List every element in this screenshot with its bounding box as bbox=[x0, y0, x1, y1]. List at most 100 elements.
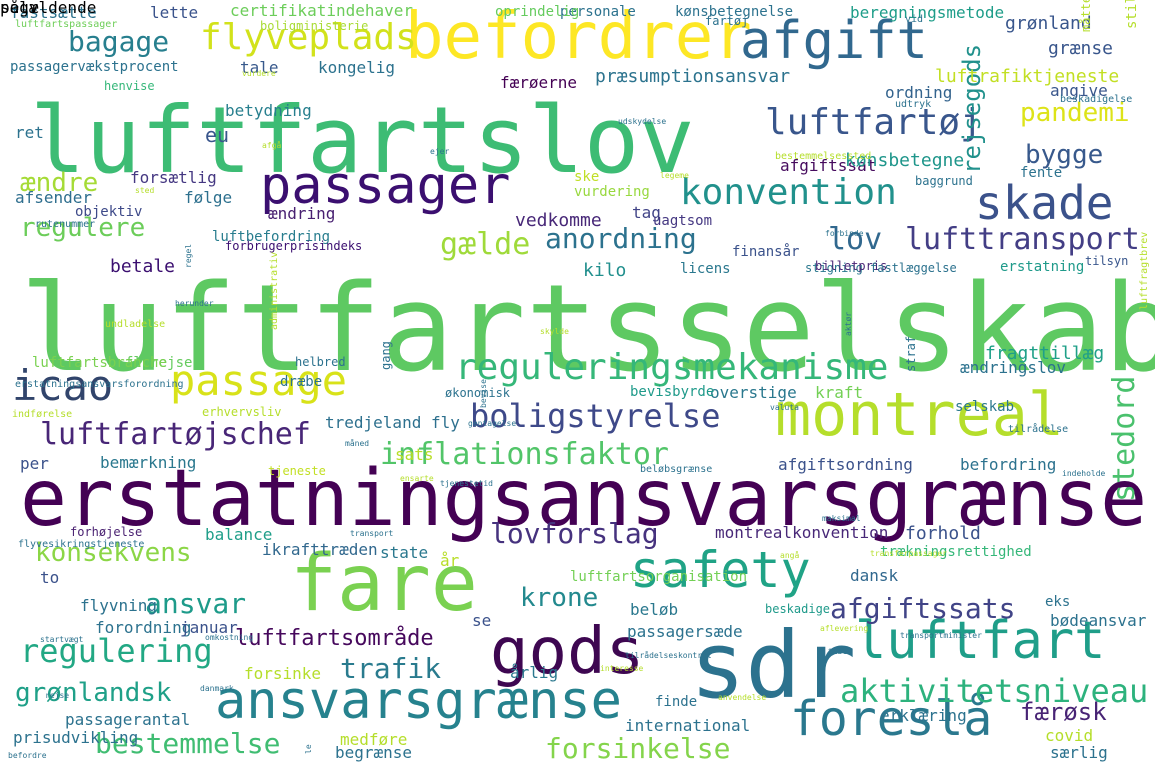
word: helbred bbox=[295, 355, 346, 369]
word: international bbox=[625, 716, 751, 735]
word: stigning bbox=[805, 261, 863, 275]
word: to bbox=[40, 568, 60, 587]
word: lette bbox=[150, 3, 199, 22]
word: icao bbox=[12, 361, 114, 410]
word: eu bbox=[205, 123, 230, 147]
word: trækningsrettighed bbox=[880, 544, 1032, 560]
word: selv bbox=[0, 0, 39, 17]
word: vid bbox=[905, 14, 924, 25]
word: fartøj bbox=[705, 14, 749, 28]
word: færøerne bbox=[500, 73, 578, 92]
word: tilrådelseskontrol bbox=[625, 651, 712, 660]
word: forbrugerprisindeks bbox=[225, 239, 363, 253]
word: passage bbox=[170, 356, 348, 405]
word: bygge bbox=[1025, 140, 1104, 170]
word: sats bbox=[395, 445, 434, 464]
word: forsinkelse bbox=[545, 732, 731, 765]
word: udskydelse bbox=[618, 117, 667, 126]
word: år bbox=[440, 551, 460, 570]
word: følge bbox=[184, 188, 233, 207]
word: luftfartslov bbox=[30, 87, 695, 194]
word: ansvar bbox=[145, 587, 247, 620]
word: pandemi bbox=[1020, 98, 1130, 128]
word: passagerantal bbox=[65, 710, 191, 729]
word: gods bbox=[490, 615, 645, 689]
word: dansk bbox=[850, 566, 899, 585]
word: aktør bbox=[844, 311, 853, 336]
word: beskadigelse bbox=[1060, 94, 1133, 105]
word: bagage bbox=[68, 25, 170, 58]
word: luftrafiktjeneste bbox=[935, 66, 1120, 87]
word: luftbefordring bbox=[212, 229, 331, 245]
word: boligstyrelse bbox=[470, 397, 721, 435]
word: erstatningsansvarsgrænse bbox=[20, 454, 1148, 544]
word: le bbox=[304, 744, 313, 754]
word: forhøjelse bbox=[70, 525, 143, 539]
word: beløbsgrænse bbox=[640, 464, 713, 475]
word: baggrund bbox=[915, 174, 973, 188]
word: overstige bbox=[710, 383, 797, 402]
word: luftfartsområde bbox=[235, 626, 434, 651]
word: grønlandsk bbox=[15, 678, 172, 708]
word: måned bbox=[345, 439, 370, 448]
word: bestemmelsessted bbox=[775, 151, 872, 162]
word: afgiftssat bbox=[780, 156, 877, 175]
word: oprindelig bbox=[495, 4, 580, 20]
word: forordning bbox=[95, 618, 192, 637]
word: luftfartøj bbox=[765, 102, 982, 143]
word: foreslå bbox=[790, 691, 993, 747]
word: anordning bbox=[545, 222, 697, 255]
word: skade bbox=[975, 176, 1114, 230]
word: stillingsbetegnelse bbox=[1124, 0, 1140, 29]
word: interesse bbox=[600, 664, 644, 673]
word: certifikatindehaver bbox=[230, 1, 414, 20]
word: ske bbox=[574, 169, 600, 185]
word: konsekvens bbox=[35, 538, 192, 568]
word: regel bbox=[184, 243, 193, 268]
word: krone bbox=[520, 583, 599, 613]
word: maksimal bbox=[822, 514, 861, 523]
word: fente bbox=[1020, 165, 1063, 181]
word: måtte bbox=[1079, 0, 1093, 32]
word: vurdere bbox=[242, 69, 276, 78]
word: valuta bbox=[770, 403, 799, 412]
word: stedord bbox=[1107, 375, 1142, 502]
word: gang bbox=[379, 341, 393, 370]
word: safety bbox=[630, 541, 811, 599]
word: lufttransport bbox=[905, 222, 1140, 257]
word: undladelse bbox=[105, 319, 166, 330]
word: henvise bbox=[104, 79, 155, 93]
word: finansår bbox=[732, 244, 800, 260]
word: ansvarsgrænse bbox=[215, 671, 622, 731]
word: bestemmelse bbox=[95, 727, 281, 760]
word: luftfragtbrev bbox=[1139, 231, 1150, 310]
word: vedkomme bbox=[515, 210, 602, 231]
word: færøsk bbox=[1020, 698, 1107, 726]
word: betale bbox=[110, 256, 176, 277]
word: bevise bbox=[479, 379, 488, 408]
word: afgift bbox=[740, 11, 928, 71]
word: konvention bbox=[680, 172, 897, 213]
word: særlig bbox=[1050, 743, 1108, 762]
word: angive bbox=[1050, 81, 1108, 100]
word: kønsbetegne bbox=[845, 150, 965, 171]
word: erhvervsliv bbox=[202, 405, 282, 419]
word: selskab bbox=[955, 399, 1015, 415]
word: erstatningsansvarsforordning bbox=[15, 379, 184, 390]
word: se bbox=[472, 611, 492, 630]
word: licens bbox=[680, 261, 731, 277]
word: ordning bbox=[885, 83, 953, 102]
word: lovforslag bbox=[490, 517, 659, 550]
word: herunder bbox=[175, 299, 214, 308]
word: flyvning bbox=[80, 596, 158, 615]
word: præsumptionsansvar bbox=[595, 66, 791, 87]
word: bødeansvar bbox=[1050, 611, 1147, 630]
word: tale bbox=[240, 58, 279, 77]
word: luftfart bbox=[855, 611, 1106, 671]
word: befordre bbox=[8, 751, 47, 760]
word: boligministerie bbox=[260, 19, 369, 33]
word: objektiv bbox=[75, 204, 143, 220]
word: luftfartsselskab bbox=[20, 260, 1155, 399]
word: grænse bbox=[1048, 38, 1114, 59]
word: dræbe bbox=[280, 374, 323, 390]
